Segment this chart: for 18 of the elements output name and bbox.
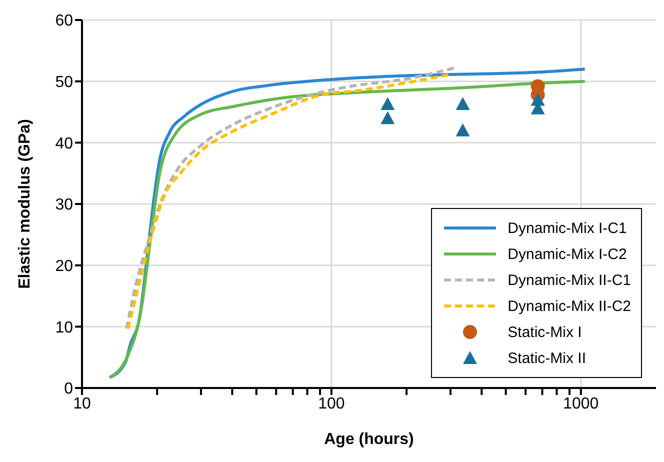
y-tick-label: 30 bbox=[55, 196, 74, 214]
legend-label: Static-Mix I bbox=[508, 324, 582, 340]
y-axis-title: Elastic modulus (GPa) bbox=[16, 119, 34, 289]
y-tick-label: 0 bbox=[64, 380, 74, 398]
y-tick-label: 60 bbox=[55, 12, 74, 30]
legend-label: Dynamic-Mix II-C1 bbox=[508, 272, 631, 288]
y-tick-label: 20 bbox=[55, 258, 74, 276]
x-tick-label: 10 bbox=[73, 395, 91, 412]
x-axis-title: Age (hours) bbox=[324, 431, 414, 448]
x-tick-label: 1000 bbox=[563, 395, 599, 412]
x-tick-label: 100 bbox=[318, 395, 345, 412]
legend-label: Dynamic-Mix I-C1 bbox=[508, 220, 627, 236]
legend-label: Dynamic-Mix II-C2 bbox=[508, 298, 631, 314]
legend-label: Dynamic-Mix I-C2 bbox=[508, 246, 627, 262]
y-tick-label: 50 bbox=[55, 74, 74, 92]
y-tick-label: 10 bbox=[55, 319, 74, 336]
legend-label: Static-Mix II bbox=[508, 350, 586, 366]
y-tick-label: 40 bbox=[55, 135, 74, 152]
